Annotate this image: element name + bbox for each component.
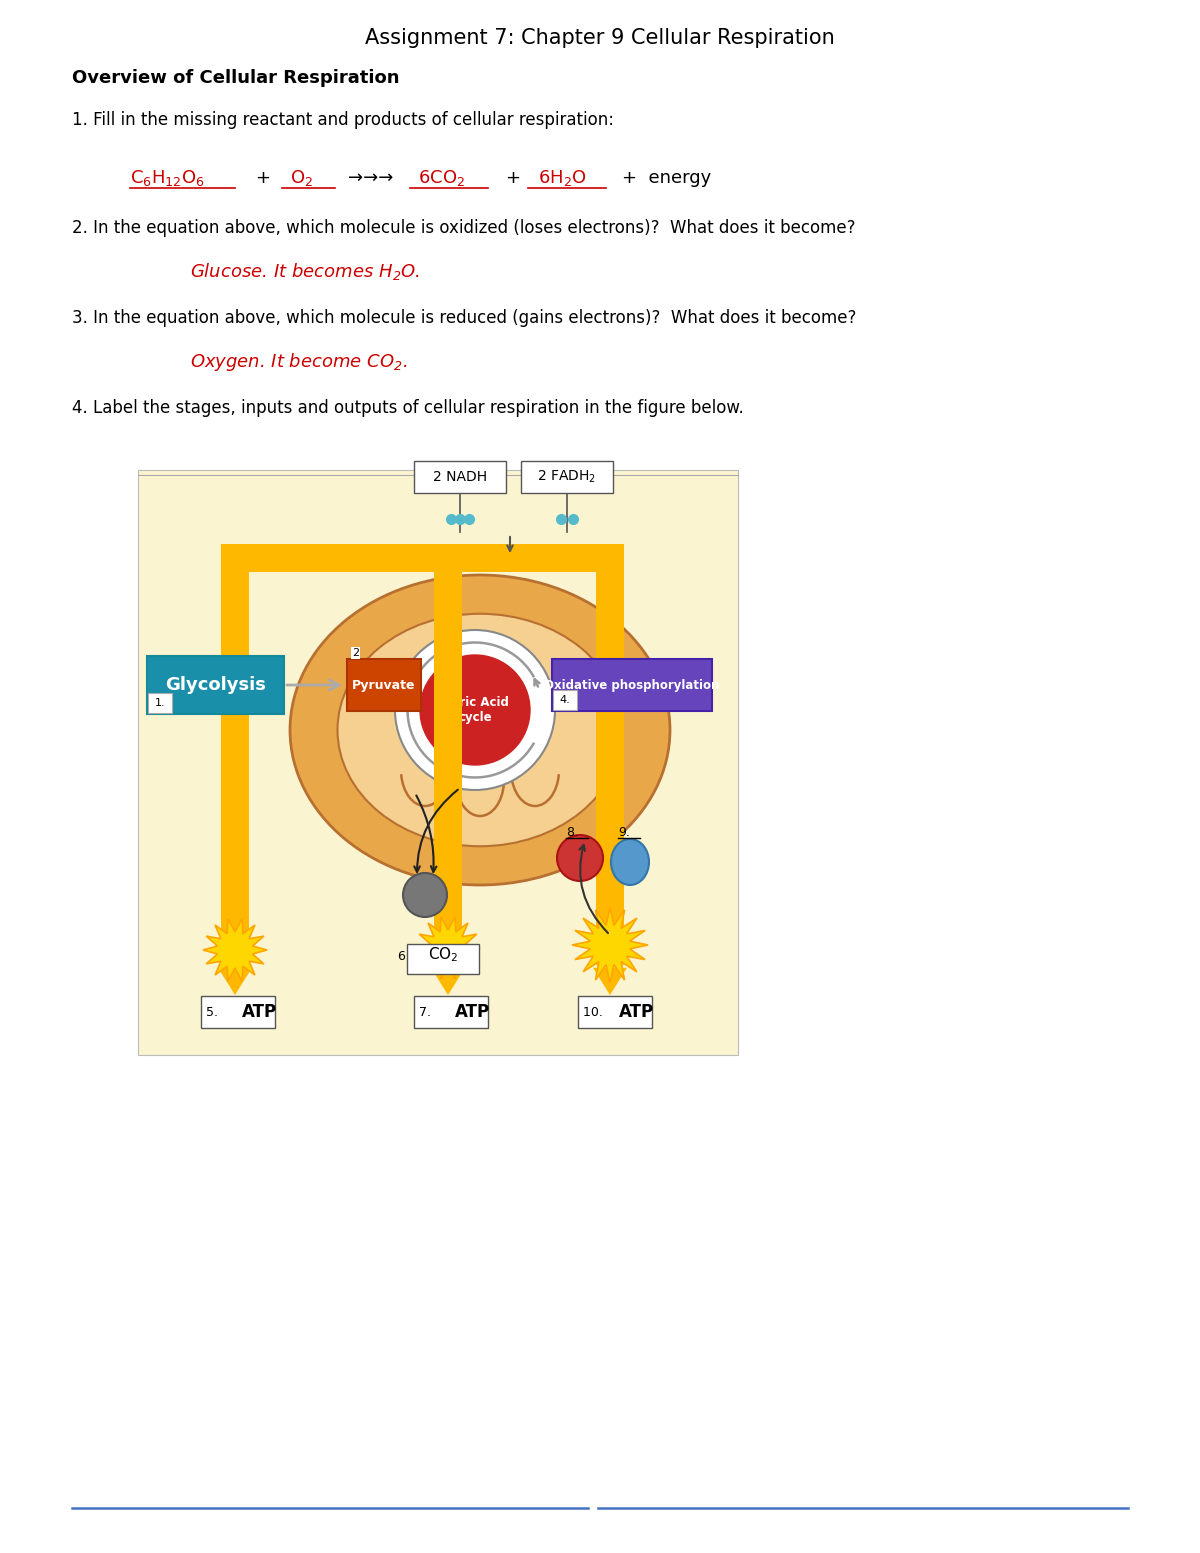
Text: 2. In the equation above, which molecule is oxidized (loses electrons)?  What do: 2. In the equation above, which molecule… [72,219,856,238]
Text: 8.: 8. [566,826,578,839]
Text: $\mathregular{O_2}$: $\mathregular{O_2}$ [290,168,313,188]
FancyBboxPatch shape [407,944,479,974]
Ellipse shape [290,575,670,885]
Text: 5.: 5. [206,1005,222,1019]
Text: ATP: ATP [455,1003,490,1020]
Polygon shape [416,916,480,980]
Text: 1. Fill in the missing reactant and products of cellular respiration:: 1. Fill in the missing reactant and prod… [72,110,614,129]
Polygon shape [203,919,266,981]
Polygon shape [593,968,628,995]
Polygon shape [218,968,252,995]
Text: 1.: 1. [155,697,166,708]
Text: Assignment 7: Chapter 9 Cellular Respiration: Assignment 7: Chapter 9 Cellular Respira… [365,28,835,48]
Text: 6: 6 [397,950,406,963]
FancyBboxPatch shape [202,995,275,1028]
Circle shape [557,836,604,881]
Text: 7.: 7. [419,1005,436,1019]
FancyBboxPatch shape [347,658,421,711]
FancyBboxPatch shape [148,655,284,714]
Text: Glycolysis: Glycolysis [166,676,266,694]
FancyBboxPatch shape [521,461,613,492]
Circle shape [395,631,554,790]
Text: Pyruvate: Pyruvate [353,679,415,691]
Text: Citric Acid
cycle: Citric Acid cycle [442,696,509,724]
FancyBboxPatch shape [414,995,488,1028]
Text: +  energy: + energy [622,169,712,186]
Text: Oxygen. It become $\mathregular{CO_2}$.: Oxygen. It become $\mathregular{CO_2}$. [190,351,408,373]
Text: CO$_2$: CO$_2$ [427,946,458,964]
FancyBboxPatch shape [414,461,506,492]
Text: Oxidative phosphorylation: Oxidative phosphorylation [545,679,720,691]
Polygon shape [431,968,466,995]
Ellipse shape [611,839,649,885]
FancyBboxPatch shape [552,658,712,711]
FancyBboxPatch shape [578,995,652,1028]
Text: 9.: 9. [618,826,630,839]
Circle shape [403,873,446,916]
Text: 10.: 10. [583,1005,607,1019]
Text: ATP: ATP [619,1003,654,1020]
Text: 4. Label the stages, inputs and outputs of cellular respiration in the figure be: 4. Label the stages, inputs and outputs … [72,399,744,418]
Text: ATP: ATP [242,1003,277,1020]
FancyBboxPatch shape [148,693,172,713]
Text: 3. In the equation above, which molecule is reduced (gains electrons)?  What doe: 3. In the equation above, which molecule… [72,309,857,328]
Bar [221,558,250,964]
Ellipse shape [337,613,623,846]
Text: $\mathregular{C_6H_{12}O_6}$: $\mathregular{C_6H_{12}O_6}$ [130,168,205,188]
Text: 2 NADH: 2 NADH [433,471,487,485]
FancyBboxPatch shape [553,690,577,710]
Bar [434,558,462,964]
Text: Glucose. It becomes $\mathregular{H_2O}$.: Glucose. It becomes $\mathregular{H_2O}$… [190,261,420,283]
Text: 2 FADH$_2$: 2 FADH$_2$ [538,469,596,485]
Circle shape [420,655,530,766]
Text: $\mathregular{6H_2O}$: $\mathregular{6H_2O}$ [538,168,587,188]
Text: +: + [505,169,520,186]
Text: →→→: →→→ [348,169,394,186]
Bar [221,544,624,572]
Polygon shape [572,907,648,983]
Text: +: + [256,169,270,186]
Text: $\mathregular{6CO_2}$: $\mathregular{6CO_2}$ [418,168,466,188]
Text: 2: 2 [352,648,359,658]
Text: 4.: 4. [559,696,570,705]
Text: Overview of Cellular Respiration: Overview of Cellular Respiration [72,68,400,87]
Bar [138,471,738,1054]
Bar [596,558,624,964]
